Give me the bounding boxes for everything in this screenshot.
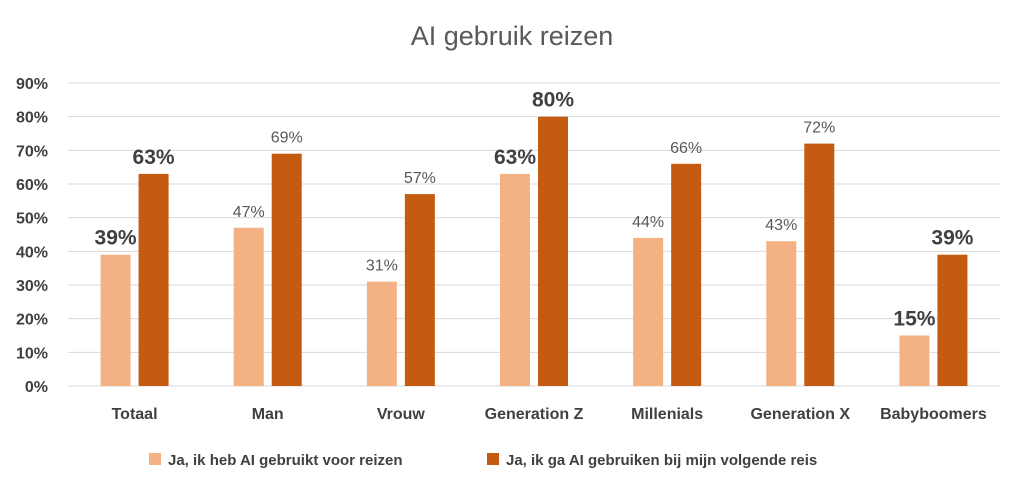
y-tick-label: 80% xyxy=(16,110,48,127)
data-label: 57% xyxy=(404,170,436,187)
data-label: 39% xyxy=(931,227,973,250)
data-label: 15% xyxy=(893,308,935,331)
bar-series2 xyxy=(937,254,968,386)
bar-series2 xyxy=(804,143,835,386)
data-label: 44% xyxy=(632,214,664,231)
y-tick-label: 40% xyxy=(16,244,48,261)
bar-series2 xyxy=(538,116,568,387)
y-tick-label: 30% xyxy=(16,278,48,295)
bar-series2 xyxy=(671,163,702,386)
chart-title: AI gebruik reizen xyxy=(411,21,614,51)
bar-series1 xyxy=(899,335,930,386)
y-tick-label: 20% xyxy=(16,312,48,329)
data-label: 69% xyxy=(271,130,303,147)
y-tick-label: 60% xyxy=(16,177,48,194)
data-labels: 39% 63% 47% 69% 31% 57% 63% 80% 44% 66% 43% 72% 15% 3… xyxy=(95,89,974,331)
x-tick-label: Generation Z xyxy=(485,406,584,423)
legend-swatch xyxy=(487,453,499,465)
x-tick-label: Babyboomers xyxy=(880,406,987,423)
bar-series1 xyxy=(233,227,264,386)
bar-series1 xyxy=(100,254,131,386)
y-tick-label: 70% xyxy=(16,143,48,160)
bar-series2 xyxy=(271,153,302,386)
legend-label: Ja, ik ga AI gebruiken bij mijn volgende… xyxy=(506,452,817,469)
x-tick-label: Totaal xyxy=(112,406,158,423)
data-label: 43% xyxy=(765,217,797,234)
bar-series2 xyxy=(138,173,169,386)
legend-swatch xyxy=(149,453,161,465)
data-label: 66% xyxy=(670,140,702,157)
data-label: 47% xyxy=(233,204,265,221)
y-axis-ticks: 0% 10% 20% 30% 40% 50% 60% 70% 80% 90% xyxy=(16,76,48,396)
x-axis-ticks: Totaal Man Vrouw Generation Z Millenials Gene… xyxy=(112,406,987,423)
bars xyxy=(100,116,968,387)
x-tick-label: Millenials xyxy=(631,406,703,423)
data-label: 80% xyxy=(532,89,574,112)
data-label: 63% xyxy=(133,146,175,169)
gridlines xyxy=(68,82,1000,387)
bar-series1 xyxy=(366,281,397,386)
data-label: 39% xyxy=(95,227,137,250)
bar-series1 xyxy=(766,241,797,386)
y-tick-label: 10% xyxy=(16,345,48,362)
y-tick-label: 0% xyxy=(25,379,48,396)
legend: Ja, ik heb AI gebruikt voor reizen Ja, ik… xyxy=(149,452,817,469)
x-tick-label: Generation X xyxy=(750,406,850,423)
x-tick-label: Vrouw xyxy=(377,406,426,423)
y-tick-label: 90% xyxy=(16,76,48,93)
data-label: 31% xyxy=(366,258,398,275)
x-tick-label: Man xyxy=(252,406,284,423)
legend-label: Ja, ik heb AI gebruikt voor reizen xyxy=(168,452,403,469)
bar-series1 xyxy=(500,173,530,386)
data-label: 72% xyxy=(803,120,835,137)
y-tick-label: 50% xyxy=(16,211,48,228)
bar-series2 xyxy=(404,194,435,386)
data-label: 63% xyxy=(494,146,536,169)
bar-series1 xyxy=(633,237,664,386)
